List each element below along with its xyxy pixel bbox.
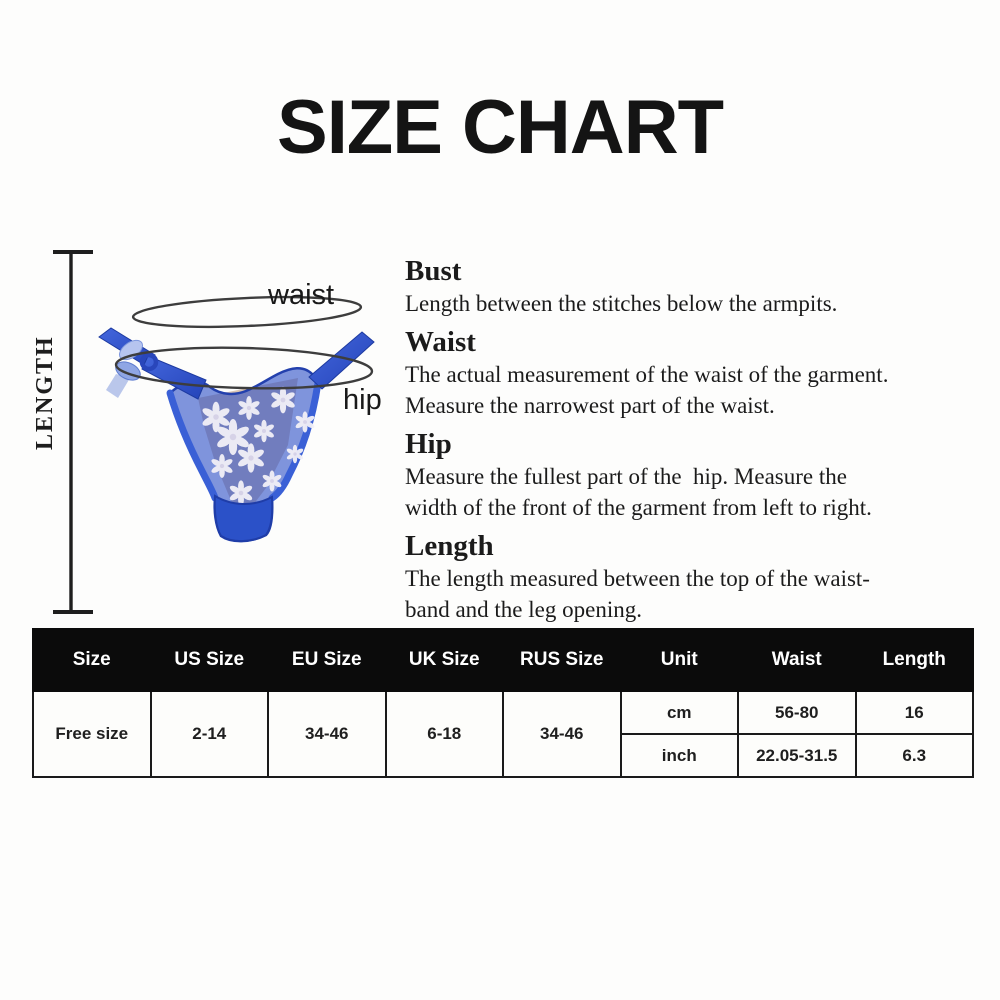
length-measure-line-icon <box>53 250 93 614</box>
header-us-size: US Size <box>149 628 269 692</box>
cell-waist-inch: 22.05-31.5 <box>737 733 857 778</box>
bust-heading: Bust <box>405 255 462 287</box>
cell-waist-cm: 56-80 <box>737 690 857 735</box>
page-title: SIZE CHART <box>277 85 724 170</box>
table-row: Free size 2-14 34-46 6-18 34-46 cm 56-80… <box>32 690 974 778</box>
product-figure <box>53 250 375 614</box>
hip-line-2: width of the front of the garment from l… <box>405 495 872 520</box>
hip-line-1: Measure the fullest part of the hip. Mea… <box>405 464 847 489</box>
header-uk-size: UK Size <box>384 628 504 692</box>
cell-length-cm: 16 <box>854 690 974 735</box>
cell-length-inch: 6.3 <box>854 733 974 778</box>
measurement-descriptions: Bust Length between the stitches below t… <box>405 254 965 625</box>
waist-line-2: Measure the narrowest part of the waist. <box>405 393 775 418</box>
header-waist: Waist <box>737 628 857 692</box>
header-unit: Unit <box>619 628 739 692</box>
cell-uk-size: 6-18 <box>384 690 504 778</box>
cell-size: Free size <box>32 690 152 778</box>
length-heading: Length <box>405 530 494 562</box>
size-table-header: Size US Size EU Size UK Size RUS Size Un… <box>32 628 974 692</box>
thong-product-illustration-icon <box>98 327 375 543</box>
waist-line-1: The actual measurement of the waist of t… <box>405 362 889 387</box>
hip-annotation-label: hip <box>343 384 382 416</box>
cell-eu-size: 34-46 <box>267 690 387 778</box>
waist-heading: Waist <box>405 326 476 358</box>
length-line-1: The length measured between the top of t… <box>405 566 870 591</box>
hip-heading: Hip <box>405 428 452 460</box>
cell-unit-cm: cm <box>619 690 739 735</box>
length-annotation-label: LENGTH <box>32 335 58 450</box>
header-length: Length <box>854 628 974 692</box>
length-line-2: band and the leg opening. <box>405 597 642 622</box>
waist-annotation-label: waist <box>268 279 335 311</box>
cell-unit-inch: inch <box>619 733 739 778</box>
waist-measure-ellipse-icon <box>131 295 363 329</box>
hip-measure-ellipse-icon <box>114 346 374 390</box>
header-size: Size <box>32 628 152 692</box>
bust-line-1: Length between the stitches below the ar… <box>405 291 838 316</box>
cell-rus-size: 34-46 <box>502 690 622 778</box>
header-rus-size: RUS Size <box>502 628 622 692</box>
cell-us-size: 2-14 <box>149 690 269 778</box>
table-row: inch 22.05-31.5 6.3 <box>33 733 974 778</box>
size-table: Size US Size EU Size UK Size RUS Size Un… <box>32 628 974 778</box>
header-eu-size: EU Size <box>267 628 387 692</box>
